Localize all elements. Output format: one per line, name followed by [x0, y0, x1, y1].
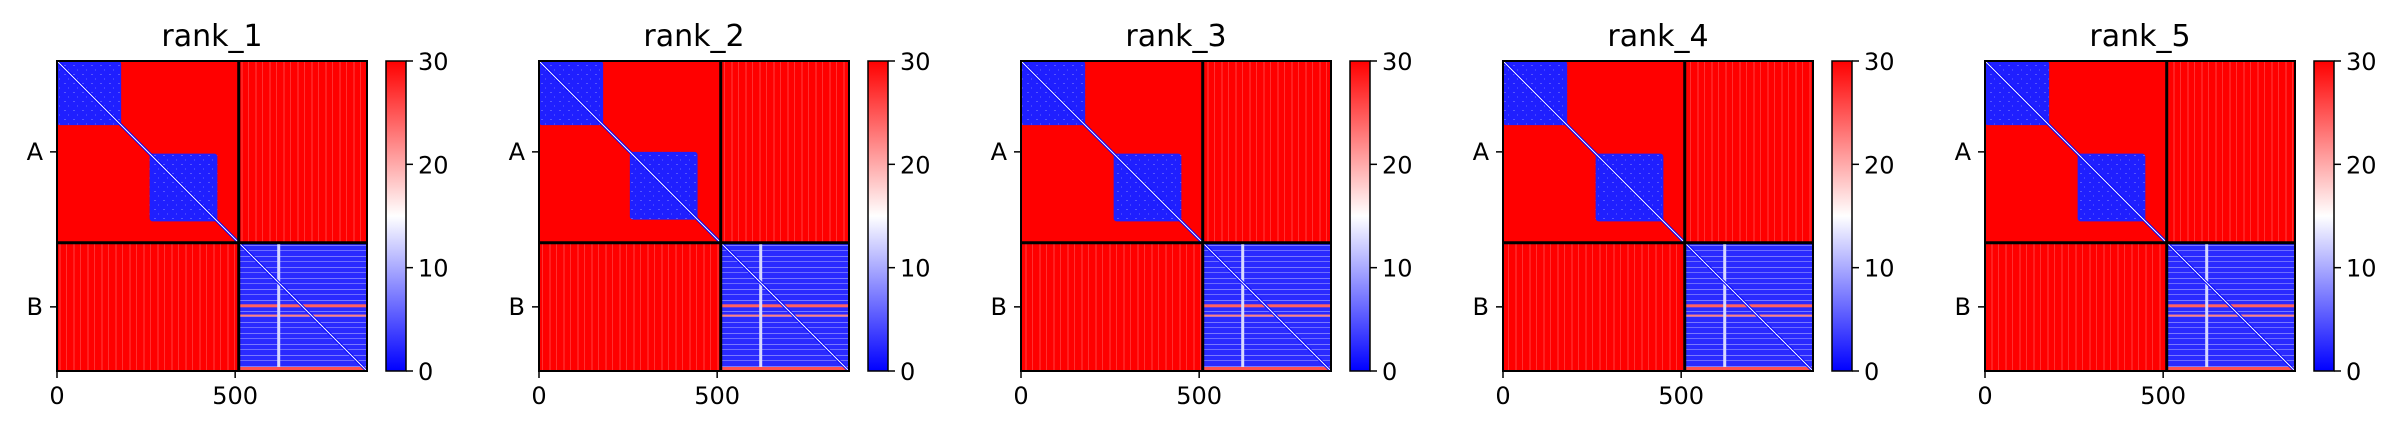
interchain-block-ba — [1021, 242, 1203, 371]
colorbar — [2313, 60, 2335, 372]
panel-rank_5: rank_5 0 500 A B 0 10 20 30 — [1955, 19, 2377, 410]
colorbar-tick-label: 30 — [418, 48, 449, 76]
panel-title: rank_1 — [161, 19, 262, 54]
colorbar — [1349, 60, 1371, 372]
x-tick-label: 500 — [2140, 382, 2186, 410]
x-tick-label: 0 — [531, 382, 546, 410]
axes-frame — [1502, 60, 1814, 372]
colorbar-tick-label: 0 — [2346, 358, 2361, 386]
y-tick-label: A — [1473, 138, 1490, 166]
chain-b-red-band-2 — [2166, 314, 2295, 317]
interchain-block-ba — [57, 242, 239, 371]
y-tick-label: B — [27, 293, 43, 321]
diagonal-highlight — [1502, 60, 1814, 372]
chain-b-bottom-band — [238, 367, 367, 370]
chain-b-bottom-band — [720, 367, 849, 370]
x-tick-label: 500 — [1176, 382, 1222, 410]
interchain-block-ab — [238, 61, 367, 243]
colorbar-tick-label: 30 — [1864, 48, 1895, 76]
colorbar-tick-label: 20 — [1864, 151, 1895, 179]
panel-rank_3: rank_3 0 500 A B 0 10 20 30 — [991, 19, 1413, 410]
axes-frame — [538, 60, 850, 372]
interchain-block-ab — [2166, 61, 2295, 243]
chain-b-light-column — [2205, 242, 2209, 371]
y-tick-label: A — [991, 138, 1008, 166]
colorbar-tick-label: 30 — [2346, 48, 2377, 76]
diagonal-highlight — [56, 60, 368, 372]
interchain-block-ab — [1684, 61, 1813, 243]
chain-b-red-band-2 — [720, 314, 849, 317]
colorbar-tick-label: 0 — [1864, 358, 1879, 386]
interchain-block-ba — [1503, 242, 1685, 371]
colorbar-tick-label: 10 — [1382, 255, 1413, 283]
panel-title: rank_2 — [643, 19, 744, 54]
y-tick-label: A — [27, 138, 44, 166]
x-tick-label: 0 — [1977, 382, 1992, 410]
chain-b-red-band-2 — [1202, 314, 1331, 317]
y-tick-label: B — [991, 293, 1007, 321]
colorbar-tick-label: 0 — [900, 358, 915, 386]
interchain-block-ab — [1202, 61, 1331, 243]
colorbar-tick-label: 0 — [418, 358, 433, 386]
colorbar-tick-label: 20 — [900, 151, 931, 179]
chain-b-bottom-band — [1202, 367, 1331, 370]
chain-b-light-column — [1723, 242, 1727, 371]
colorbar-tick-label: 20 — [2346, 151, 2377, 179]
colorbar-tick-label: 20 — [1382, 151, 1413, 179]
panel-rank_1: rank_1 0 500 A B 0 10 20 30 — [27, 19, 449, 410]
colorbar — [1831, 60, 1853, 372]
y-tick-label: A — [509, 138, 526, 166]
colorbar-tick-label: 10 — [2346, 255, 2377, 283]
y-tick-label: B — [1473, 293, 1489, 321]
chain-b-light-column — [759, 242, 763, 371]
colorbar — [385, 60, 407, 372]
chain-b-red-band-2 — [238, 314, 367, 317]
diagonal-highlight — [1020, 60, 1332, 372]
chain-b-bottom-band — [2166, 367, 2295, 370]
chain-b-bottom-band — [1684, 367, 1813, 370]
chain-b-red-band-2 — [1684, 314, 1813, 317]
panel-title: rank_3 — [1125, 19, 1226, 54]
panel-title: rank_4 — [1607, 19, 1708, 54]
chain-b-light-column — [1241, 242, 1245, 371]
panel-rank_2: rank_2 0 500 A B 0 10 20 30 — [509, 19, 931, 410]
interchain-block-ba — [539, 242, 721, 371]
colorbar-tick-label: 30 — [900, 48, 931, 76]
x-tick-label: 0 — [1495, 382, 1510, 410]
colorbar-tick-label: 0 — [1382, 358, 1397, 386]
panel-title: rank_5 — [2089, 19, 2190, 54]
axes-frame — [1984, 60, 2296, 372]
axes-frame — [1020, 60, 1332, 372]
y-tick-label: B — [1955, 293, 1971, 321]
x-tick-label: 0 — [49, 382, 64, 410]
colorbar-tick-label: 10 — [418, 255, 449, 283]
diagonal-highlight — [1984, 60, 2296, 372]
x-tick-label: 0 — [1013, 382, 1028, 410]
y-tick-label: B — [509, 293, 525, 321]
colorbar — [867, 60, 889, 372]
x-tick-label: 500 — [1658, 382, 1704, 410]
y-tick-label: A — [1955, 138, 1972, 166]
colorbar-tick-label: 20 — [418, 151, 449, 179]
axes-frame — [56, 60, 368, 372]
colorbar-tick-label: 10 — [1864, 255, 1895, 283]
diagonal-highlight — [538, 60, 850, 372]
panel-rank_4: rank_4 0 500 A B 0 10 20 30 — [1473, 19, 1895, 410]
interchain-block-ba — [1985, 242, 2167, 371]
x-tick-label: 500 — [212, 382, 258, 410]
x-tick-label: 500 — [694, 382, 740, 410]
colorbar-tick-label: 30 — [1382, 48, 1413, 76]
chain-b-light-column — [277, 242, 281, 371]
interchain-block-ab — [720, 61, 849, 243]
colorbar-tick-label: 10 — [900, 255, 931, 283]
